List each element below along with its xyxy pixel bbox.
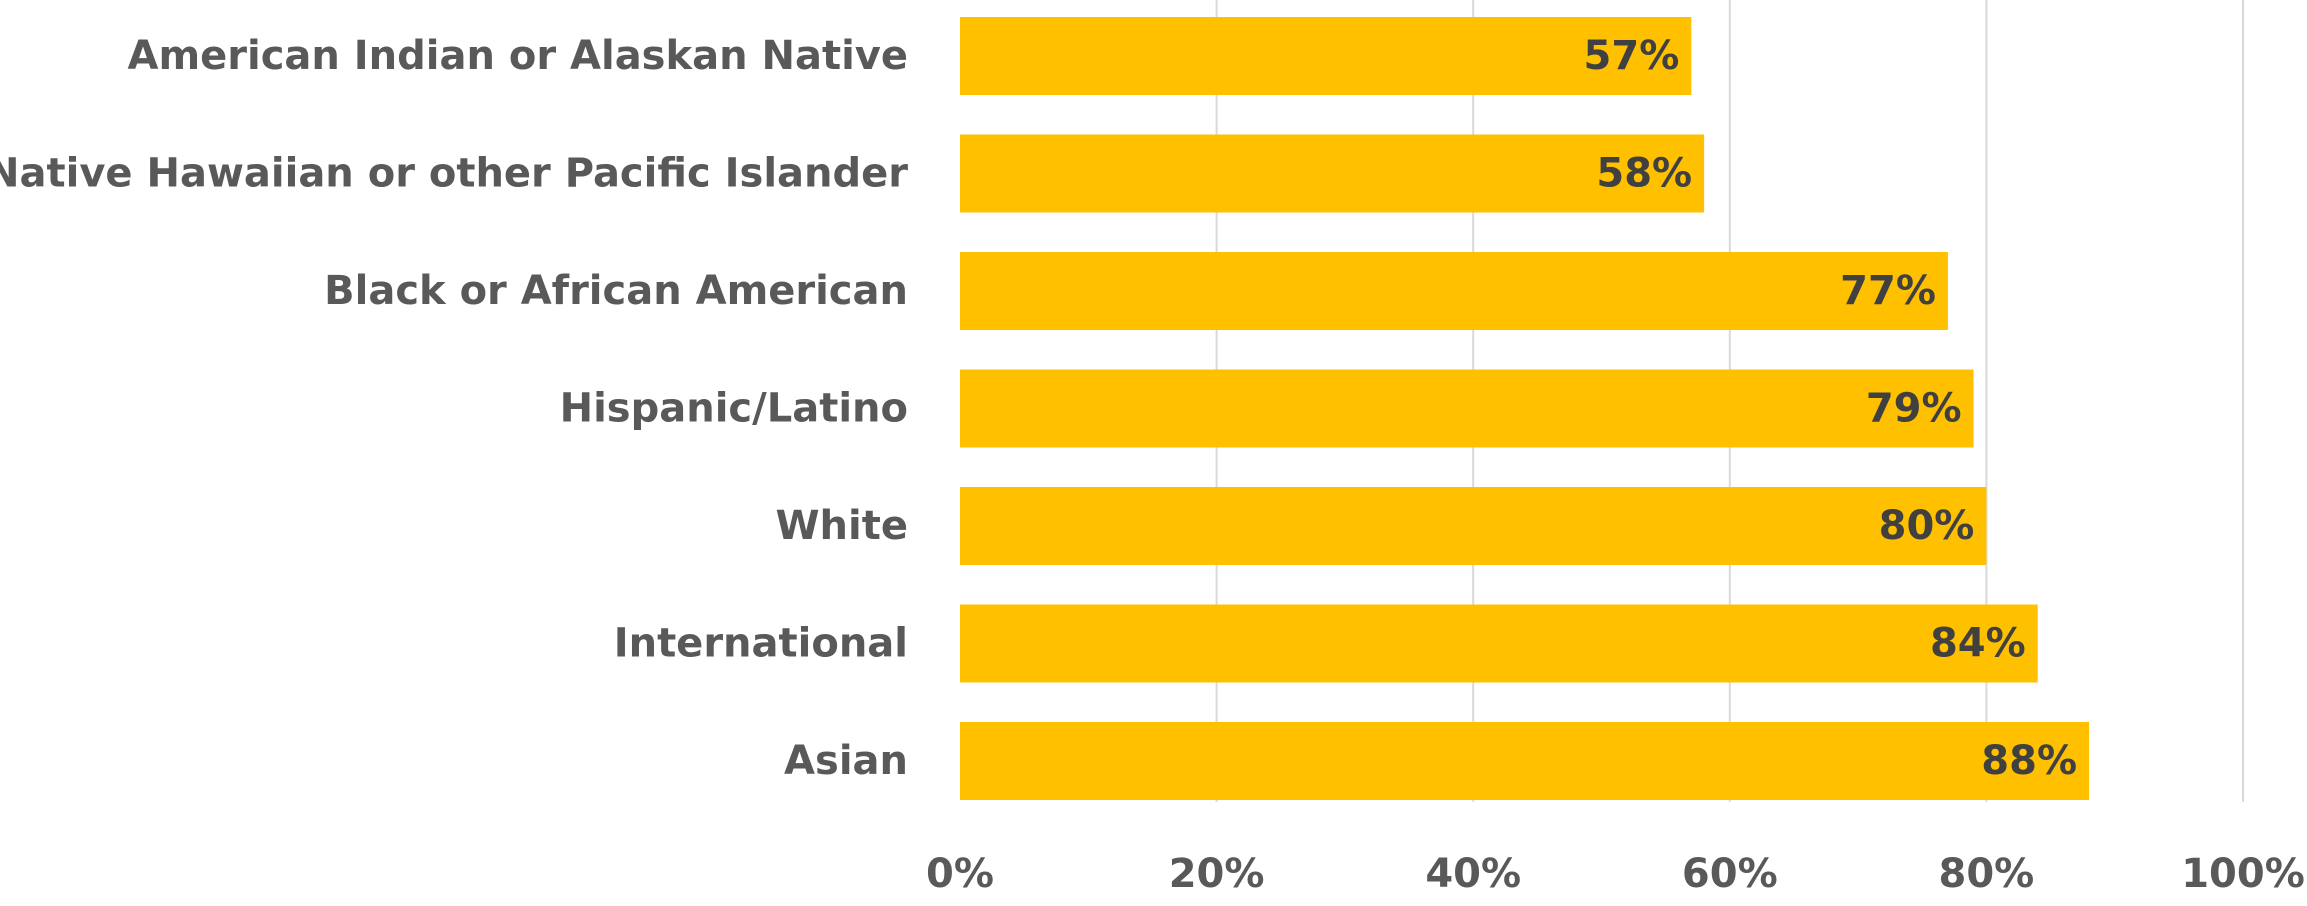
category-label-white: White	[775, 503, 908, 549]
data-label-white: 80%	[1879, 503, 1975, 549]
bar-black-or-african-american	[960, 252, 1948, 330]
x-axis-tick-labels: 0% 20% 40% 60% 80% 100%	[926, 851, 2305, 897]
data-label-american-indian-or-alaskan-native: 57%	[1584, 33, 1680, 79]
category-label-hispanic-latino: Hispanic/Latino	[560, 386, 908, 432]
bars	[960, 17, 2090, 800]
category-label-asian: Asian	[784, 738, 908, 784]
category-label-native-hawaiian-or-other-pacific-islander: Native Hawaiian or other Pacific Islande…	[0, 151, 908, 197]
category-label-international: International	[614, 621, 908, 667]
bar-native-hawaiian-or-other-pacific-islander	[960, 134, 1705, 213]
data-labels: 57% 58% 77% 79% 80% 84% 88%	[1584, 33, 2077, 784]
category-label-black-or-african-american: Black or African American	[324, 268, 908, 314]
category-label-american-indian-or-alaskan-native: American Indian or Alaskan Native	[127, 33, 908, 79]
data-label-hispanic-latino: 79%	[1866, 386, 1962, 432]
x-tick-label-100: 100%	[2181, 851, 2305, 897]
bar-asian	[960, 722, 2090, 800]
bar-hispanic-latino	[960, 369, 1974, 448]
x-tick-label-80: 80%	[1939, 851, 2035, 897]
category-labels: American Indian or Alaskan Native Native …	[0, 33, 908, 784]
data-label-international: 84%	[1930, 621, 2026, 667]
bar-international	[960, 604, 2038, 683]
bar-white	[960, 487, 1987, 565]
x-tick-label-60: 60%	[1682, 851, 1778, 897]
x-tick-label-20: 20%	[1169, 851, 1265, 897]
x-tick-label-0: 0%	[926, 851, 994, 897]
x-tick-label-40: 40%	[1425, 851, 1521, 897]
bar-american-indian-or-alaskan-native	[960, 17, 1692, 95]
data-label-black-or-african-american: 77%	[1840, 268, 1936, 314]
data-label-asian: 88%	[1981, 738, 2077, 784]
data-label-native-hawaiian-or-other-pacific-islander: 58%	[1596, 151, 1692, 197]
